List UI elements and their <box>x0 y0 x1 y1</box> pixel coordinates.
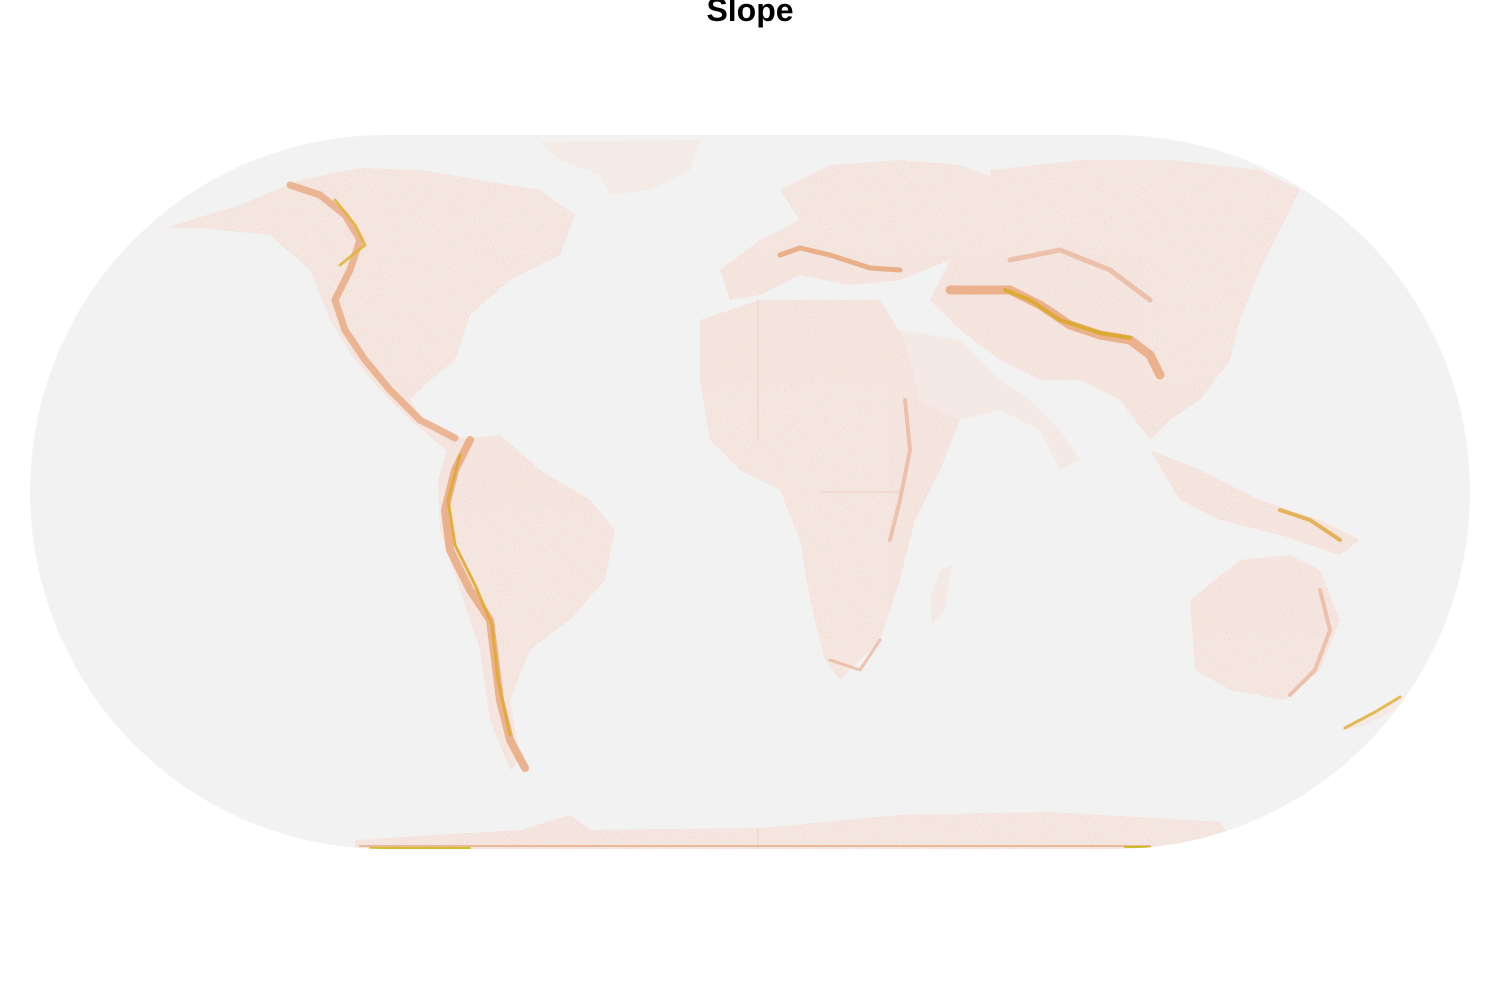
mountain-ranges <box>286 181 1402 849</box>
tile-seams <box>757 300 900 849</box>
greenland <box>540 140 700 195</box>
cordillera-range <box>286 181 459 442</box>
alps-range <box>777 245 903 273</box>
great-dividing-range <box>1288 588 1332 697</box>
south-asia <box>900 330 1080 470</box>
new-guinea-range <box>1278 508 1342 542</box>
east-africa-rift <box>888 398 912 542</box>
slope-texture <box>165 160 1360 849</box>
map-title: Slope <box>706 0 794 28</box>
madagascar <box>930 565 952 625</box>
